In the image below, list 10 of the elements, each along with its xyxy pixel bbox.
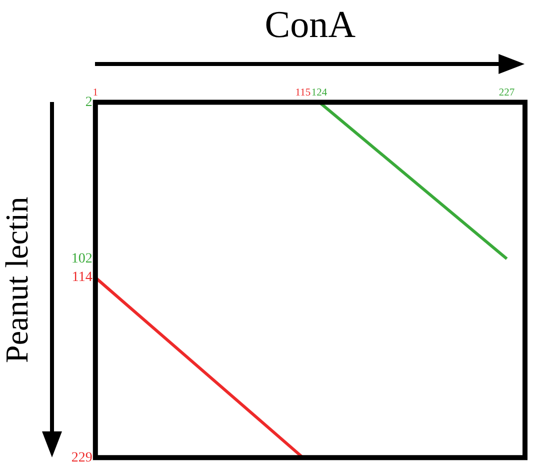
x-axis-title: ConA (264, 4, 356, 46)
x-tick-label: 124 (311, 88, 328, 99)
y-tick-label: 102 (71, 251, 92, 266)
y-tick-label: 2 (85, 94, 92, 110)
y-axis-title: Peanut lectin (0, 196, 35, 363)
x-tick-label: 227 (498, 88, 515, 99)
y-tick-label: 229 (71, 450, 92, 466)
x-tick-label: 1 (92, 88, 98, 99)
y-tick-label: 114 (72, 270, 92, 286)
x-tick-label: 115 (295, 88, 311, 99)
